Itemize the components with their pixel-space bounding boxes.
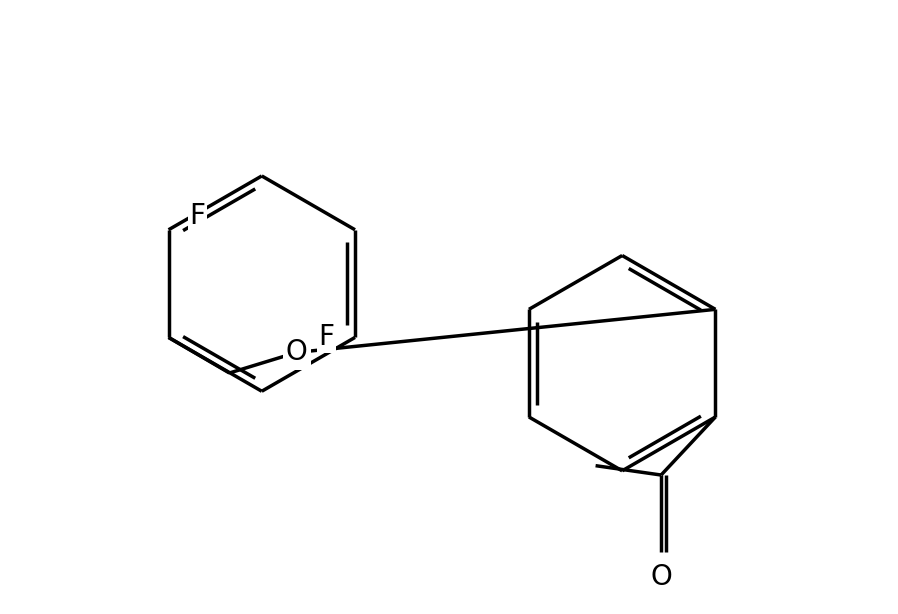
Text: O: O bbox=[286, 338, 308, 367]
Text: O: O bbox=[650, 563, 672, 591]
Text: F: F bbox=[189, 202, 205, 230]
Text: F: F bbox=[319, 324, 334, 351]
